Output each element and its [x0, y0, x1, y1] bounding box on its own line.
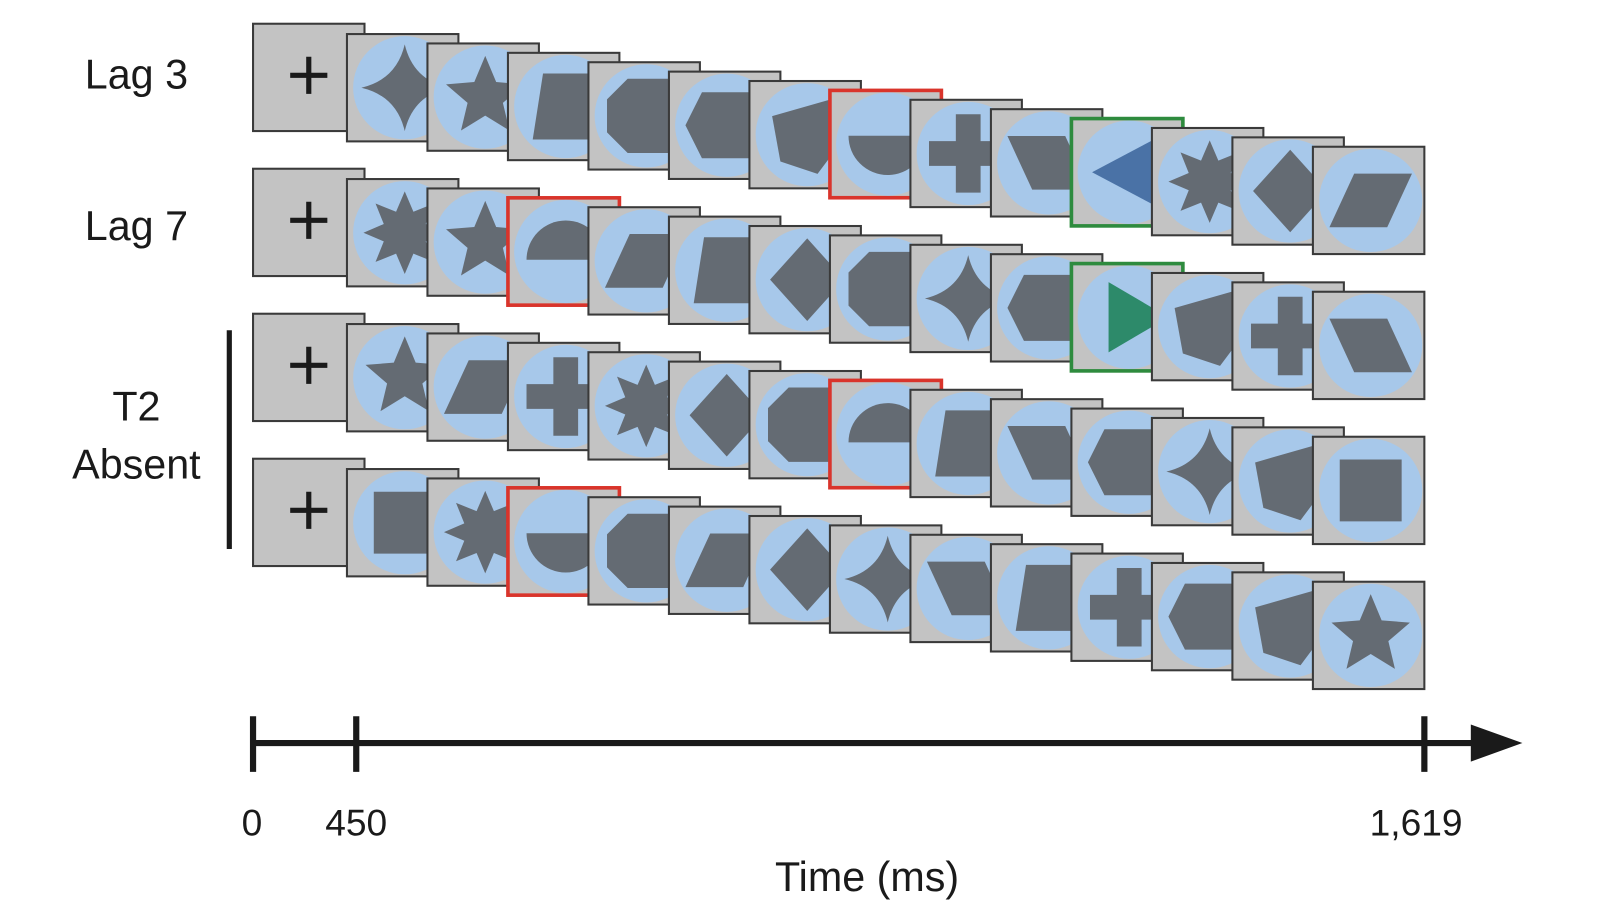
trial-row [252, 22, 1426, 256]
stimulus-shape [1007, 274, 1084, 341]
stimulus-frame [1311, 435, 1426, 546]
stimulus-shape [689, 373, 764, 457]
trial-row [252, 457, 1426, 691]
tick-label: 450 [325, 801, 387, 843]
fixation-cross [290, 201, 328, 239]
fixation-cross [290, 491, 328, 529]
stimulus-frame [1311, 145, 1426, 256]
stimulus-shape [361, 44, 449, 132]
stimulus-shape [772, 99, 843, 174]
stimulus-shape [526, 220, 605, 260]
fixation-cross [290, 346, 328, 384]
stimulus-shape [1089, 568, 1169, 647]
stimulus-shape [1329, 173, 1412, 228]
stimulus-shape [1168, 583, 1245, 650]
stimulus-shape [685, 92, 762, 159]
stimulus-shape [1092, 135, 1163, 210]
stimulus-shape [1329, 318, 1412, 373]
trial-sequences [252, 22, 1426, 691]
row-label: Absent [72, 441, 201, 487]
stimulus-shape [1331, 594, 1410, 669]
stimulus-shape [1015, 564, 1082, 631]
stimulus-shape [373, 491, 436, 554]
stimulus-frame [1311, 290, 1426, 401]
row-label: Lag 3 [85, 51, 188, 97]
stimulus-shape [1174, 291, 1245, 366]
tick-label: 0 [242, 801, 263, 843]
stimulus-shape [929, 114, 1008, 193]
tick-label: 1,619 [1370, 801, 1463, 843]
stimulus-shape [1255, 590, 1326, 666]
row-label: T2 [112, 384, 160, 430]
stimulus-shape [1339, 459, 1402, 522]
stimulus-shape [607, 513, 682, 589]
stimulus-shape [848, 403, 927, 443]
stimulus-shape [848, 251, 923, 327]
stimulus-shape [1255, 445, 1326, 521]
stimulus-shape [1108, 282, 1169, 353]
stimulus-shape [607, 78, 682, 154]
stimulus-shape [685, 533, 769, 588]
stimulus-shape [1007, 426, 1090, 480]
stimulus-shape [604, 364, 688, 448]
stimulus-shape [768, 387, 843, 462]
trial-row [252, 312, 1426, 546]
stimulus-shape [1087, 429, 1165, 496]
axis-title: Time (ms) [775, 854, 959, 900]
stimulus-shape [1253, 149, 1328, 233]
stimulus-shape [693, 237, 760, 304]
stimulus-shape [363, 191, 447, 274]
trial-row [252, 167, 1426, 401]
stimulus-shape [844, 535, 932, 623]
axis-arrow [1470, 724, 1523, 762]
stimulus-shape [770, 528, 845, 611]
stimulus-shape [1166, 428, 1254, 515]
stimulus-shape [443, 360, 527, 414]
fixation-cross [290, 56, 328, 94]
stimulus-frame [1311, 580, 1426, 691]
stimulus-shape [848, 135, 927, 176]
stimulus-shape [1168, 140, 1251, 223]
stimulus-shape [1250, 296, 1330, 376]
stimulus-shape [446, 200, 525, 276]
stimulus-shape [443, 490, 527, 574]
stimulus-shape [526, 357, 605, 436]
stimulus-shape [935, 410, 1002, 477]
stimulus-shape [532, 73, 599, 140]
stimulus-shape [926, 561, 1010, 616]
stimulus-shape [446, 55, 525, 131]
row-label: Lag 7 [85, 203, 188, 249]
stimulus-shape [365, 336, 444, 412]
stimulus-shape [604, 234, 688, 288]
stimulus-frame [828, 378, 944, 490]
stimulus-shape [1007, 136, 1090, 190]
stimulus-shape [526, 533, 605, 573]
stimulus-shape [924, 255, 1012, 342]
